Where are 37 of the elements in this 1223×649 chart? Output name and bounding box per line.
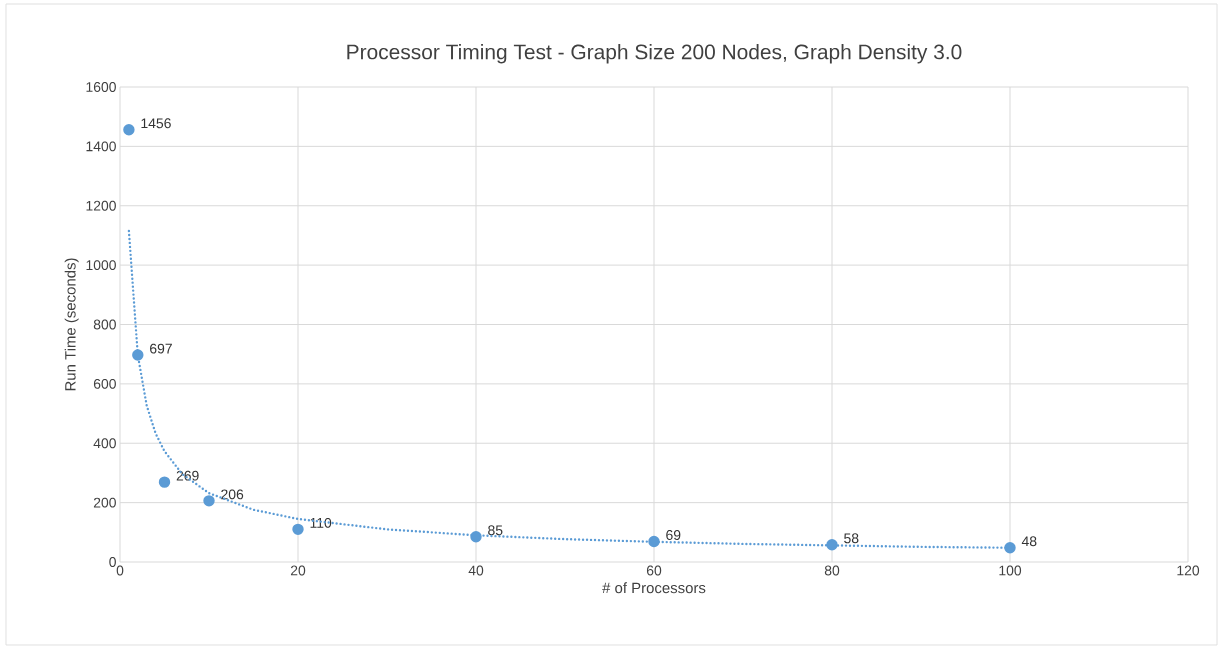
point (158, 476, 171, 488)
point (826, 539, 838, 551)
y-tick-label: 200 (93, 497, 116, 508)
data-label: 110 (310, 517, 332, 528)
data-label: 697 (150, 343, 172, 354)
data-label: 85 (488, 525, 503, 536)
x-tick-label: 0 (116, 565, 124, 576)
data-label: 269 (176, 470, 199, 481)
data-label: 48 (1021, 536, 1037, 547)
y-tick-label: 800 (93, 319, 116, 330)
point (1004, 542, 1016, 554)
y-tick-label: 400 (93, 438, 116, 449)
point (292, 523, 304, 536)
y-tick-label: 1600 (86, 82, 116, 92)
point (123, 124, 135, 136)
x-axis-title: # of Processors (602, 582, 706, 594)
chart-title: Processor Timing Test - Graph Size 200 Nodes, Graph Density 3.0 (347, 44, 962, 64)
y-tick-label: 0 (109, 557, 116, 567)
x-tick-label: 80 (824, 565, 840, 576)
point (203, 495, 215, 507)
data-label: 1456 (141, 118, 171, 129)
y-tick-label: 600 (93, 378, 116, 389)
x-tick-label: 40 (468, 565, 484, 576)
x-tick-label: 120 (1177, 565, 1200, 576)
y-axis-title: Run Time (seconds) (64, 258, 79, 391)
x-tick-label: 20 (290, 565, 306, 576)
y-tick-label: 1400 (86, 141, 116, 152)
x-tick-label: 60 (646, 565, 662, 576)
point (470, 531, 482, 543)
point (132, 349, 144, 361)
point (648, 535, 660, 548)
data-label: 58 (844, 533, 859, 544)
x-tick-label: 100 (999, 565, 1022, 576)
y-tick-label: 1200 (86, 200, 116, 211)
y-tick-label: 1000 (86, 260, 116, 271)
data-label: 69 (666, 530, 681, 540)
data-label: 206 (221, 489, 244, 500)
